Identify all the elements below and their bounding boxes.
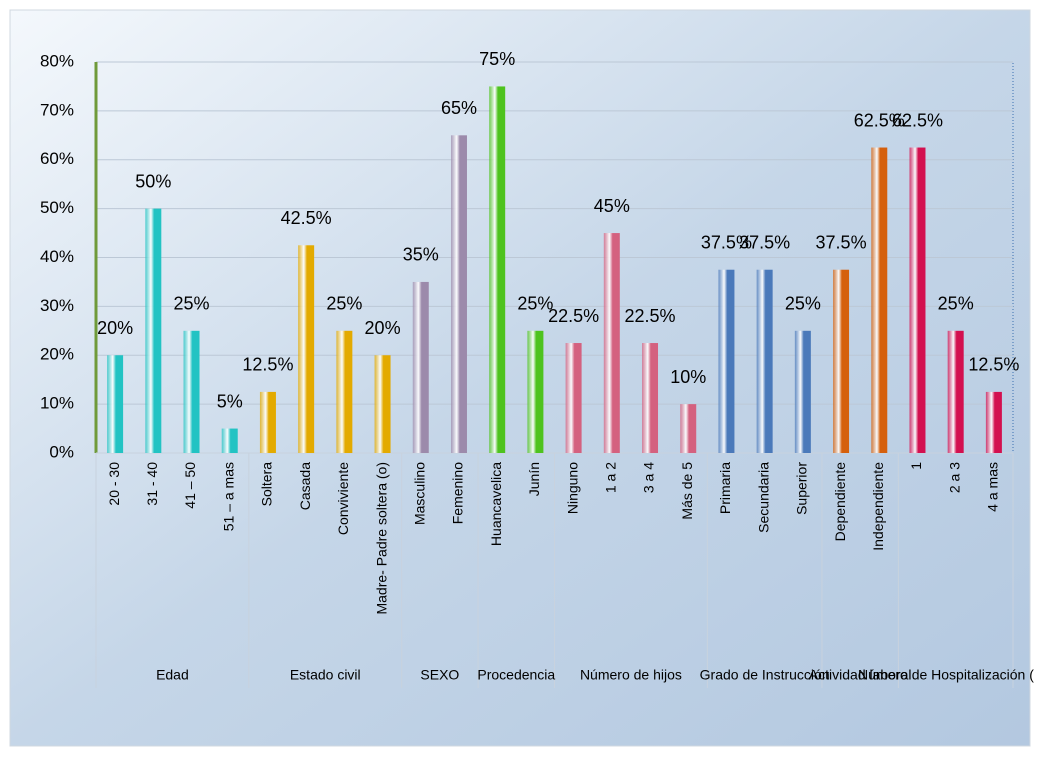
category-label: Conviviente xyxy=(335,462,351,535)
value-label: 12.5% xyxy=(968,355,1019,375)
category-label: 51 – a mas xyxy=(220,462,236,531)
value-label: 62.5% xyxy=(892,110,943,130)
y-tick-label: 80% xyxy=(40,51,74,70)
bar xyxy=(183,330,200,453)
bar xyxy=(603,233,620,453)
category-label: 3 a 4 xyxy=(641,462,657,493)
category-label: Huancavelica xyxy=(488,462,504,546)
bar xyxy=(756,269,773,453)
value-label: 75% xyxy=(479,49,515,69)
group-label: Procedencia xyxy=(477,667,555,683)
category-label: Dependiente xyxy=(832,462,848,542)
bar xyxy=(642,343,659,453)
bar xyxy=(565,343,582,453)
value-label: 37.5% xyxy=(739,232,790,252)
y-tick-label: 10% xyxy=(40,394,74,413)
bar xyxy=(450,135,467,453)
value-label: 25% xyxy=(517,294,553,314)
bar xyxy=(374,355,391,453)
category-label: Primaria xyxy=(717,462,733,514)
category-label: 1 xyxy=(908,462,924,470)
bar xyxy=(107,355,124,453)
value-label: 62.5% xyxy=(854,110,905,130)
value-label: 42.5% xyxy=(281,208,332,228)
bar xyxy=(527,330,544,453)
bar xyxy=(412,281,429,453)
value-label: 5% xyxy=(217,391,243,411)
y-tick-label: 0% xyxy=(49,442,74,461)
chart-area xyxy=(9,9,1031,747)
value-label: 37.5% xyxy=(701,232,752,252)
bar xyxy=(871,147,888,453)
group-label: Número de hijos xyxy=(580,667,682,683)
category-label: Masculino xyxy=(411,462,427,525)
bar xyxy=(794,330,811,453)
y-tick-label: 60% xyxy=(40,149,74,168)
category-label: 1 a 2 xyxy=(603,462,619,493)
group-label: Número de Hospitalización ( qu xyxy=(858,667,1038,683)
bar xyxy=(947,330,964,453)
y-tick-label: 70% xyxy=(40,100,74,119)
category-label: Soltera xyxy=(259,462,275,507)
group-label: Grado de Instrucción xyxy=(700,667,830,683)
value-label: 20% xyxy=(97,318,133,338)
bar xyxy=(336,330,353,453)
category-label: Femenino xyxy=(450,462,466,524)
bar xyxy=(680,404,697,453)
value-label: 50% xyxy=(135,171,171,191)
bar xyxy=(298,245,315,453)
y-tick-label: 50% xyxy=(40,198,74,217)
value-label: 35% xyxy=(403,245,439,265)
category-label: 2 a 3 xyxy=(946,462,962,493)
category-label: 4 a mas xyxy=(985,462,1001,512)
value-label: 25% xyxy=(785,294,821,314)
value-label: 12.5% xyxy=(242,355,293,375)
category-label: Ninguno xyxy=(564,462,580,514)
value-label: 25% xyxy=(174,294,210,314)
category-label: 20 - 30 xyxy=(106,462,122,506)
category-label: Superior xyxy=(794,462,810,515)
value-label: 22.5% xyxy=(624,306,675,326)
category-label: Independiente xyxy=(870,462,886,551)
value-label: 20% xyxy=(365,318,401,338)
category-label: 31 - 40 xyxy=(144,462,160,506)
value-label: 10% xyxy=(670,367,706,387)
bar xyxy=(985,391,1002,453)
value-label: 45% xyxy=(594,196,630,216)
y-tick-label: 30% xyxy=(40,296,74,315)
group-label: Actividad laboral xyxy=(809,667,912,683)
group-label: Estado civil xyxy=(290,667,361,683)
group-label: Edad xyxy=(156,667,189,683)
category-label: Más de 5 xyxy=(679,462,695,520)
bar xyxy=(145,208,162,453)
y-tick-label: 20% xyxy=(40,345,74,364)
category-label: Junín xyxy=(526,462,542,496)
bar xyxy=(489,86,506,453)
bar xyxy=(718,269,735,453)
value-label: 25% xyxy=(326,294,362,314)
value-label: 25% xyxy=(938,294,974,314)
group-label: SEXO xyxy=(420,667,459,683)
bar xyxy=(221,428,238,453)
bar xyxy=(259,391,276,453)
bar xyxy=(833,269,850,453)
value-label: 22.5% xyxy=(548,306,599,326)
category-label: Madre- Padre soltera (o) xyxy=(373,462,389,615)
value-label: 37.5% xyxy=(816,232,867,252)
y-tick-label: 40% xyxy=(40,247,74,266)
bar xyxy=(909,147,926,453)
category-label: Secundaria xyxy=(755,462,771,533)
value-label: 65% xyxy=(441,98,477,118)
category-label: Casada xyxy=(297,462,313,510)
category-label: 41 – 50 xyxy=(182,462,198,509)
